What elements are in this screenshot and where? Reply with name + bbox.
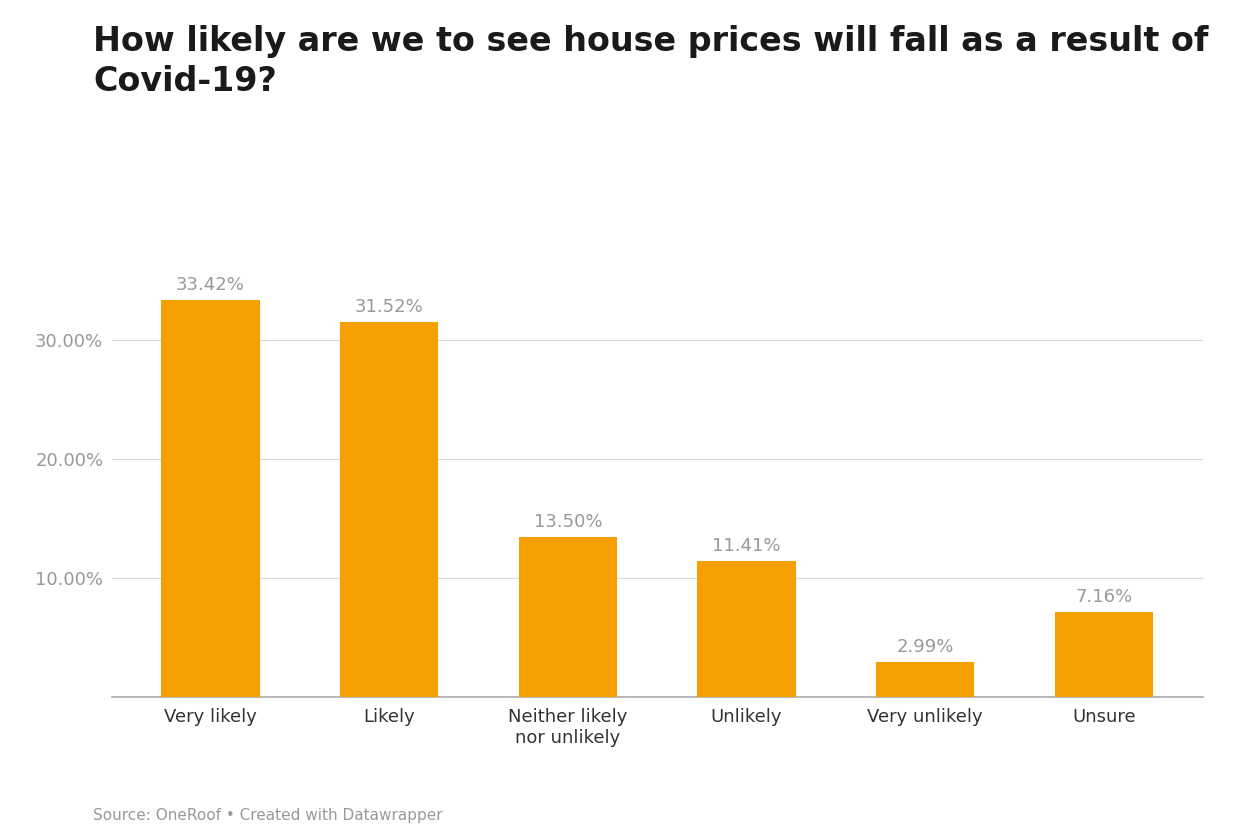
Bar (1055, 612, 1153, 697)
Text: 11.41%: 11.41% (712, 538, 781, 555)
Text: 31.52%: 31.52% (355, 298, 424, 316)
Text: Source: OneRoof • Created with Datawrapper: Source: OneRoof • Created with Datawrapp… (93, 808, 443, 823)
Text: 33.42%: 33.42% (176, 276, 244, 293)
Bar (518, 537, 618, 697)
Bar (161, 300, 259, 697)
Text: 13.50%: 13.50% (533, 512, 603, 531)
Text: 7.16%: 7.16% (1075, 588, 1132, 606)
Text: How likely are we to see house prices will fall as a result of
Covid-19?: How likely are we to see house prices wi… (93, 25, 1208, 97)
Text: 2.99%: 2.99% (897, 638, 954, 656)
Bar (340, 322, 438, 697)
Bar (877, 662, 975, 697)
Bar (697, 561, 796, 697)
